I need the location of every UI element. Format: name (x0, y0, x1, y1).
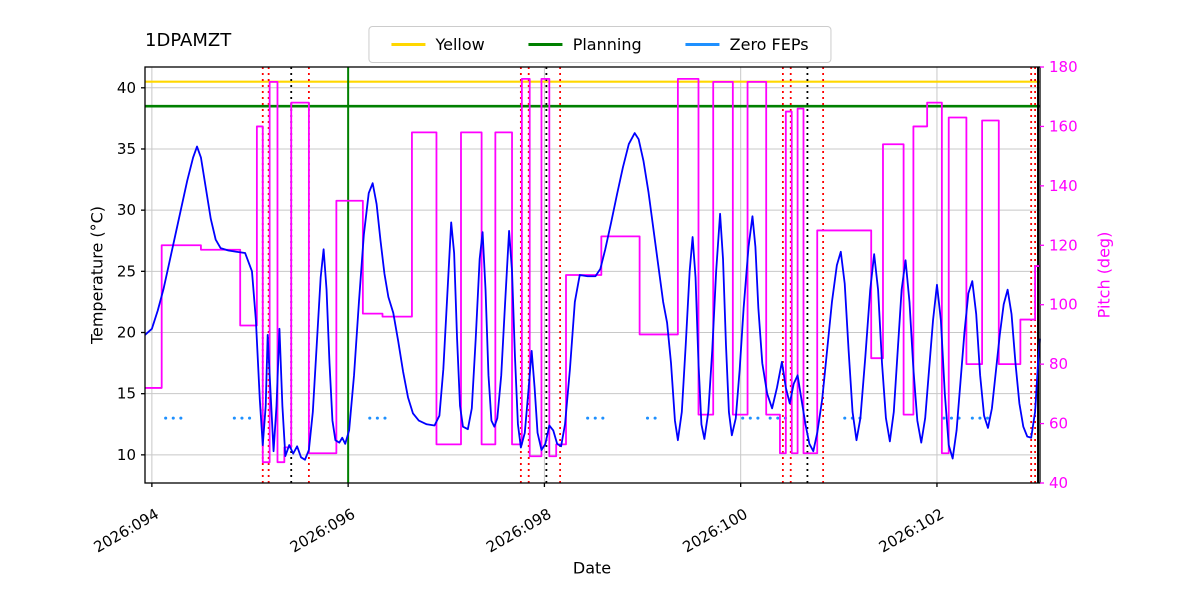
y-right-tick-label: 80 (1049, 355, 1068, 373)
x-tick-label: 2026:098 (483, 505, 554, 557)
legend-label: Zero FEPs (729, 35, 809, 54)
y-left-tick-label: 30 (117, 201, 136, 219)
x-tick-label: 2026:100 (679, 505, 750, 557)
legend-label: Yellow (435, 35, 485, 54)
y-left-tick-label: 20 (117, 324, 136, 342)
y-right-tick-label: 140 (1049, 177, 1078, 195)
legend-line-swatch (685, 43, 720, 46)
y-left-tick-label: 35 (117, 140, 136, 158)
legend: Yellow Planning Zero FEPs (368, 26, 832, 63)
y-left-tick-label: 15 (117, 385, 136, 403)
chart-title: 1DPAMZT (145, 30, 232, 51)
series-pitch-line (145, 77, 1040, 464)
y-right-tick-label: 60 (1049, 415, 1068, 433)
y-right-tick-label: 120 (1049, 236, 1078, 254)
y-right-tick-label: 40 (1049, 474, 1068, 492)
x-axis-label-date: Date (572, 558, 612, 578)
y-axis-label-temperature: Temperature (°C) (87, 205, 107, 345)
y-right-tick-label: 100 (1049, 296, 1078, 314)
legend-item-planning: Planning (528, 35, 642, 54)
legend-item-yellow: Yellow (391, 35, 485, 54)
y-right-tick-label: 160 (1049, 117, 1078, 135)
y-left-tick-label: 10 (117, 446, 136, 464)
y-left-tick-label: 25 (117, 262, 136, 280)
y-right-tick-label: 180 (1049, 58, 1078, 76)
legend-line-swatch (528, 43, 563, 46)
x-tick-label: 2026:094 (91, 505, 162, 557)
y-axis-label-pitch: Pitch (deg) (1094, 231, 1114, 319)
axes-frame (144, 66, 1041, 484)
legend-item-zero-feps: Zero FEPs (685, 35, 809, 54)
series-temperature-line (144, 132, 1041, 461)
y-left-tick-label: 40 (117, 79, 136, 97)
x-tick-label: 2026:102 (876, 505, 947, 557)
legend-label: Planning (572, 35, 642, 54)
legend-line-swatch (391, 43, 426, 46)
x-tick-label: 2026:096 (287, 505, 358, 557)
